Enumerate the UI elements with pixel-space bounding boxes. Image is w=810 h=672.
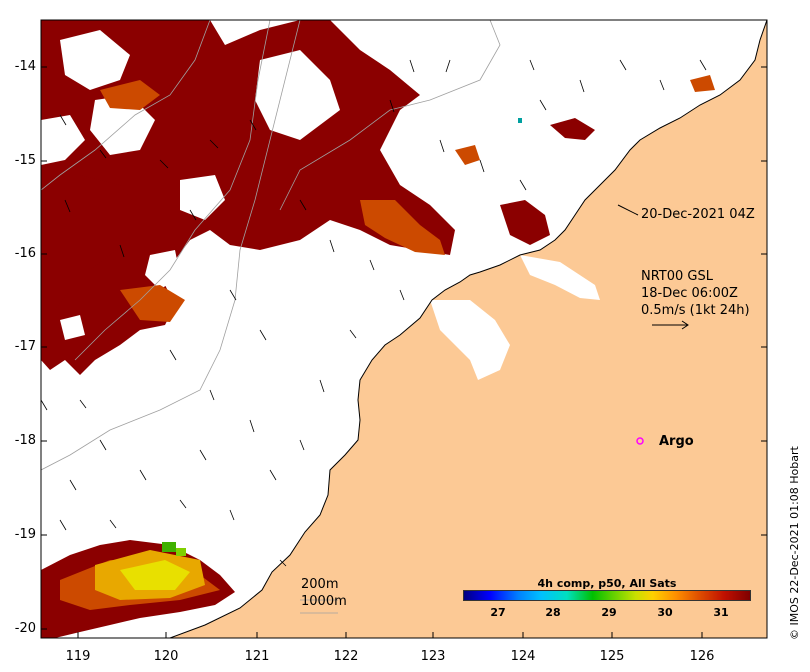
colorbar (463, 590, 751, 601)
argo-label: Argo (659, 434, 694, 449)
current-product-label: NRT00 GSL (641, 269, 713, 284)
y-tick: -14 (14, 59, 36, 74)
x-tick: 125 (599, 649, 625, 664)
contour-200-label: 200m (301, 577, 339, 592)
x-tick: 123 (420, 649, 446, 664)
y-tick: -18 (14, 433, 36, 448)
colorbar-tick: 31 (713, 606, 729, 619)
current-time-label: 18-Dec 06:00Z (641, 286, 738, 301)
colorbar-tick: 30 (657, 606, 673, 619)
y-tick: -20 (14, 621, 36, 636)
y-tick: -19 (14, 527, 36, 542)
colorbar-title: 4h comp, p50, All Sats (537, 577, 677, 590)
sst-cooler-patch (95, 118, 522, 600)
contour-1000-label: 1000m (301, 594, 347, 609)
colorbar-tick: 29 (601, 606, 617, 619)
coastline (169, 20, 767, 638)
y-tick: -17 (14, 339, 36, 354)
colorbar-tick: 27 (490, 606, 506, 619)
x-tick: 119 (65, 649, 91, 664)
x-tick: 121 (244, 649, 270, 664)
x-tick: 122 (333, 649, 359, 664)
colorbar-tick: 28 (545, 606, 561, 619)
vector-scale-label: 0.5m/s (1kt 24h) (641, 303, 750, 318)
x-tick: 120 (153, 649, 179, 664)
x-tick: 124 (510, 649, 536, 664)
x-tick: 126 (689, 649, 715, 664)
y-tick: -16 (14, 246, 36, 261)
current-vectors (41, 59, 707, 567)
argo-marker (636, 437, 644, 445)
bathymetry-contours (41, 20, 501, 471)
y-tick: -15 (14, 153, 36, 168)
vector-scale-arrow (652, 320, 689, 330)
timestamp-label: 20-Dec-2021 04Z (641, 207, 755, 222)
credit-label: © IMOS 22-Dec-2021 01:08 Hobart (788, 446, 801, 640)
